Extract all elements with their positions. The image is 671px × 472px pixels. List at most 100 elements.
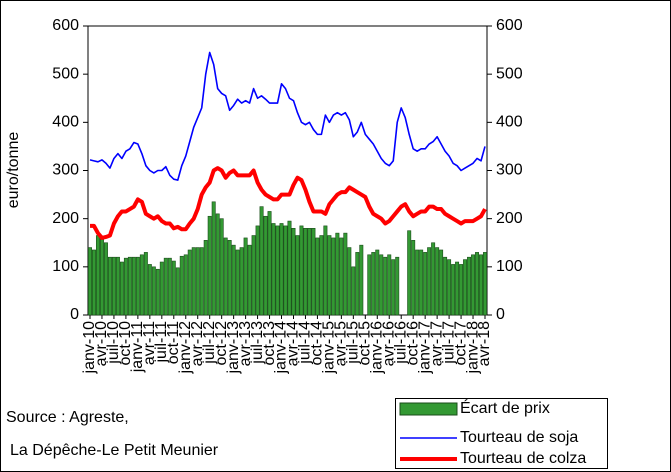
bar [411,240,416,316]
bar [143,252,148,316]
legend-label: Tourteau de colza [460,450,586,467]
x-tick-label: janv-16 [368,321,385,375]
x-tick-label: avr-15 [333,321,350,366]
bar [239,247,244,316]
source: La Dépêche-Le Petit Meunier [10,442,219,459]
legend-label: Tourteau de soja [460,429,578,446]
x-tick-label: janv-18 [464,321,481,375]
y-tick-label: 0 [70,306,79,323]
bar [307,228,312,316]
bar [431,242,436,316]
bar [179,255,184,316]
bar [475,252,480,316]
x-tick-label: juil-11 [153,321,170,364]
bar [95,235,100,316]
bar [287,220,292,316]
y2-tick-label: 0 [496,306,505,323]
y-tick-label: 600 [52,17,79,34]
bar [88,247,92,316]
bar [219,218,224,316]
bar [183,254,188,316]
y2-tick-label: 200 [496,210,523,227]
bar [343,232,348,316]
bar [231,244,236,316]
bar [407,230,412,316]
bar [387,254,392,316]
bar [415,249,420,316]
y2-tick-label: 100 [496,258,523,275]
bar [259,206,264,316]
bar [211,201,216,316]
x-tick-label: oct-14 [309,321,326,366]
bar [395,256,400,316]
bar [335,232,340,316]
bar [223,237,228,316]
bar [323,225,328,316]
x-tick-label: janv-17 [416,321,433,375]
x-tick-label: avr-18 [476,321,493,366]
x-tick-label: oct-11 [165,321,182,364]
y-tick-label: 500 [52,65,79,82]
bar [131,256,136,316]
bar [379,254,384,316]
bar [351,266,356,316]
x-tick-label: janv-14 [273,321,290,375]
source: Source : Agreste, [6,409,129,426]
bar [247,244,252,316]
x-tick-label: janv-12 [177,321,194,375]
bar [419,249,424,316]
x-tick-label: avr-10 [93,321,110,366]
bar [243,237,248,316]
bar [435,247,440,316]
x-tick-label: janv-15 [321,321,338,375]
bar [191,247,196,316]
x-tick-label: oct-12 [213,321,230,366]
bar [339,237,344,316]
x-tick-label: oct-17 [452,321,469,366]
bar [311,228,316,316]
bar [271,223,276,316]
bar [263,215,268,316]
bar [359,244,364,316]
line [90,166,487,240]
bar [171,260,176,316]
y-tick-label: 300 [52,162,79,179]
x-tick-label: juil-16 [392,321,409,365]
bar [423,252,428,316]
bar [195,247,200,316]
bar [299,225,304,316]
y-axis-label: euro/tonne [5,132,22,209]
bar [463,259,468,316]
bar [467,256,472,316]
bar [383,256,388,316]
bar [283,225,288,316]
bar [235,249,240,316]
x-tick-label: juil-13 [249,321,266,365]
x-tick-label: oct-10 [117,321,134,366]
bar [447,259,452,316]
bar [251,235,256,316]
legend-label: Écart de prix [460,398,550,417]
bar [207,215,212,316]
bar [455,261,460,316]
y2-tick-label: 600 [496,17,523,34]
x-tick-label: avr-14 [285,321,302,366]
y-tick-label: 400 [52,114,79,131]
bar [319,235,324,316]
bar [471,254,476,316]
x-tick-label: juil-15 [345,321,362,365]
bar [427,247,432,316]
line [89,51,486,181]
x-tick-label: avr-16 [380,321,397,366]
x-tick-label: oct-15 [357,321,374,366]
x-tick-label: janv-10 [81,321,98,375]
x-tick-label: avr-17 [428,321,445,366]
bar [391,259,396,316]
bar [375,249,380,316]
bar [187,249,192,316]
x-tick-label: oct-16 [404,321,421,366]
bar [295,235,300,316]
bar [115,256,120,316]
x-tick-label: juil-12 [201,321,218,365]
